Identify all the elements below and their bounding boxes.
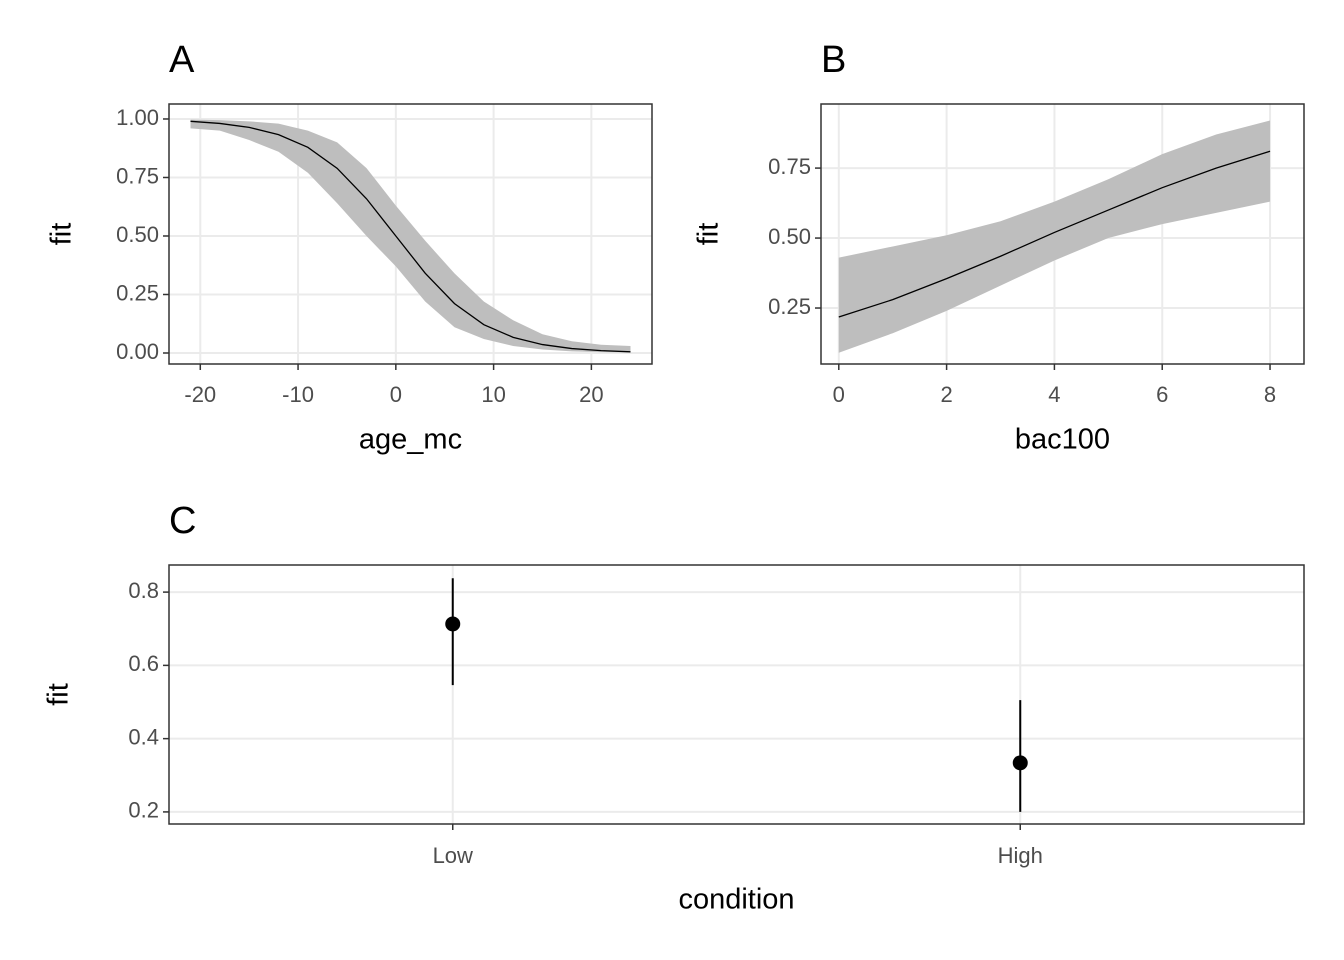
y-tick-label: 0.4	[128, 724, 159, 749]
x-axis-title: condition	[678, 884, 794, 916]
fit-line	[190, 120, 631, 353]
y-tick-label: 0.6	[128, 651, 159, 676]
x-tick-label: -10	[282, 382, 314, 407]
confidence-band	[838, 120, 1271, 353]
panel-border	[168, 103, 653, 365]
y-tick-label: 0.50	[768, 224, 811, 249]
x-tick-label: High	[998, 843, 1043, 868]
point	[1012, 755, 1028, 771]
y-tick-label: 0.25	[116, 280, 159, 305]
y-tick-label: 0.8	[128, 578, 159, 603]
y-tick-label: 0.25	[768, 294, 811, 319]
panel-border	[168, 564, 1305, 825]
x-tick-label: 8	[1264, 382, 1276, 407]
y-tick-label: 0.75	[768, 154, 811, 179]
y-axis-title: fit	[46, 223, 78, 246]
y-tick-label: 0.00	[116, 339, 159, 364]
x-tick-label: 0	[833, 382, 845, 407]
confidence-band	[190, 119, 631, 353]
x-tick-label: 6	[1156, 382, 1168, 407]
panel-title: C	[169, 500, 196, 542]
x-tick-label: 2	[940, 382, 952, 407]
x-tick-label: 10	[481, 382, 505, 407]
x-axis-title: age_mc	[359, 424, 462, 456]
x-tick-label: 20	[579, 382, 603, 407]
x-tick-label: 0	[390, 382, 402, 407]
y-axis-title: fit	[693, 223, 725, 246]
x-axis-title: bac100	[1015, 424, 1110, 456]
y-tick-label: 0.2	[128, 798, 159, 823]
y-tick-label: 0.50	[116, 222, 159, 247]
point	[445, 616, 461, 632]
fit-line	[838, 150, 1271, 318]
panel-title: A	[169, 39, 195, 81]
panel-title: B	[821, 39, 846, 81]
x-tick-label: -20	[184, 382, 216, 407]
y-tick-label: 1.00	[116, 105, 159, 130]
y-axis-title: fit	[43, 683, 75, 706]
x-tick-label: 4	[1048, 382, 1060, 407]
panel-border	[820, 103, 1305, 365]
y-tick-label: 0.75	[116, 163, 159, 188]
x-tick-label: Low	[433, 843, 473, 868]
